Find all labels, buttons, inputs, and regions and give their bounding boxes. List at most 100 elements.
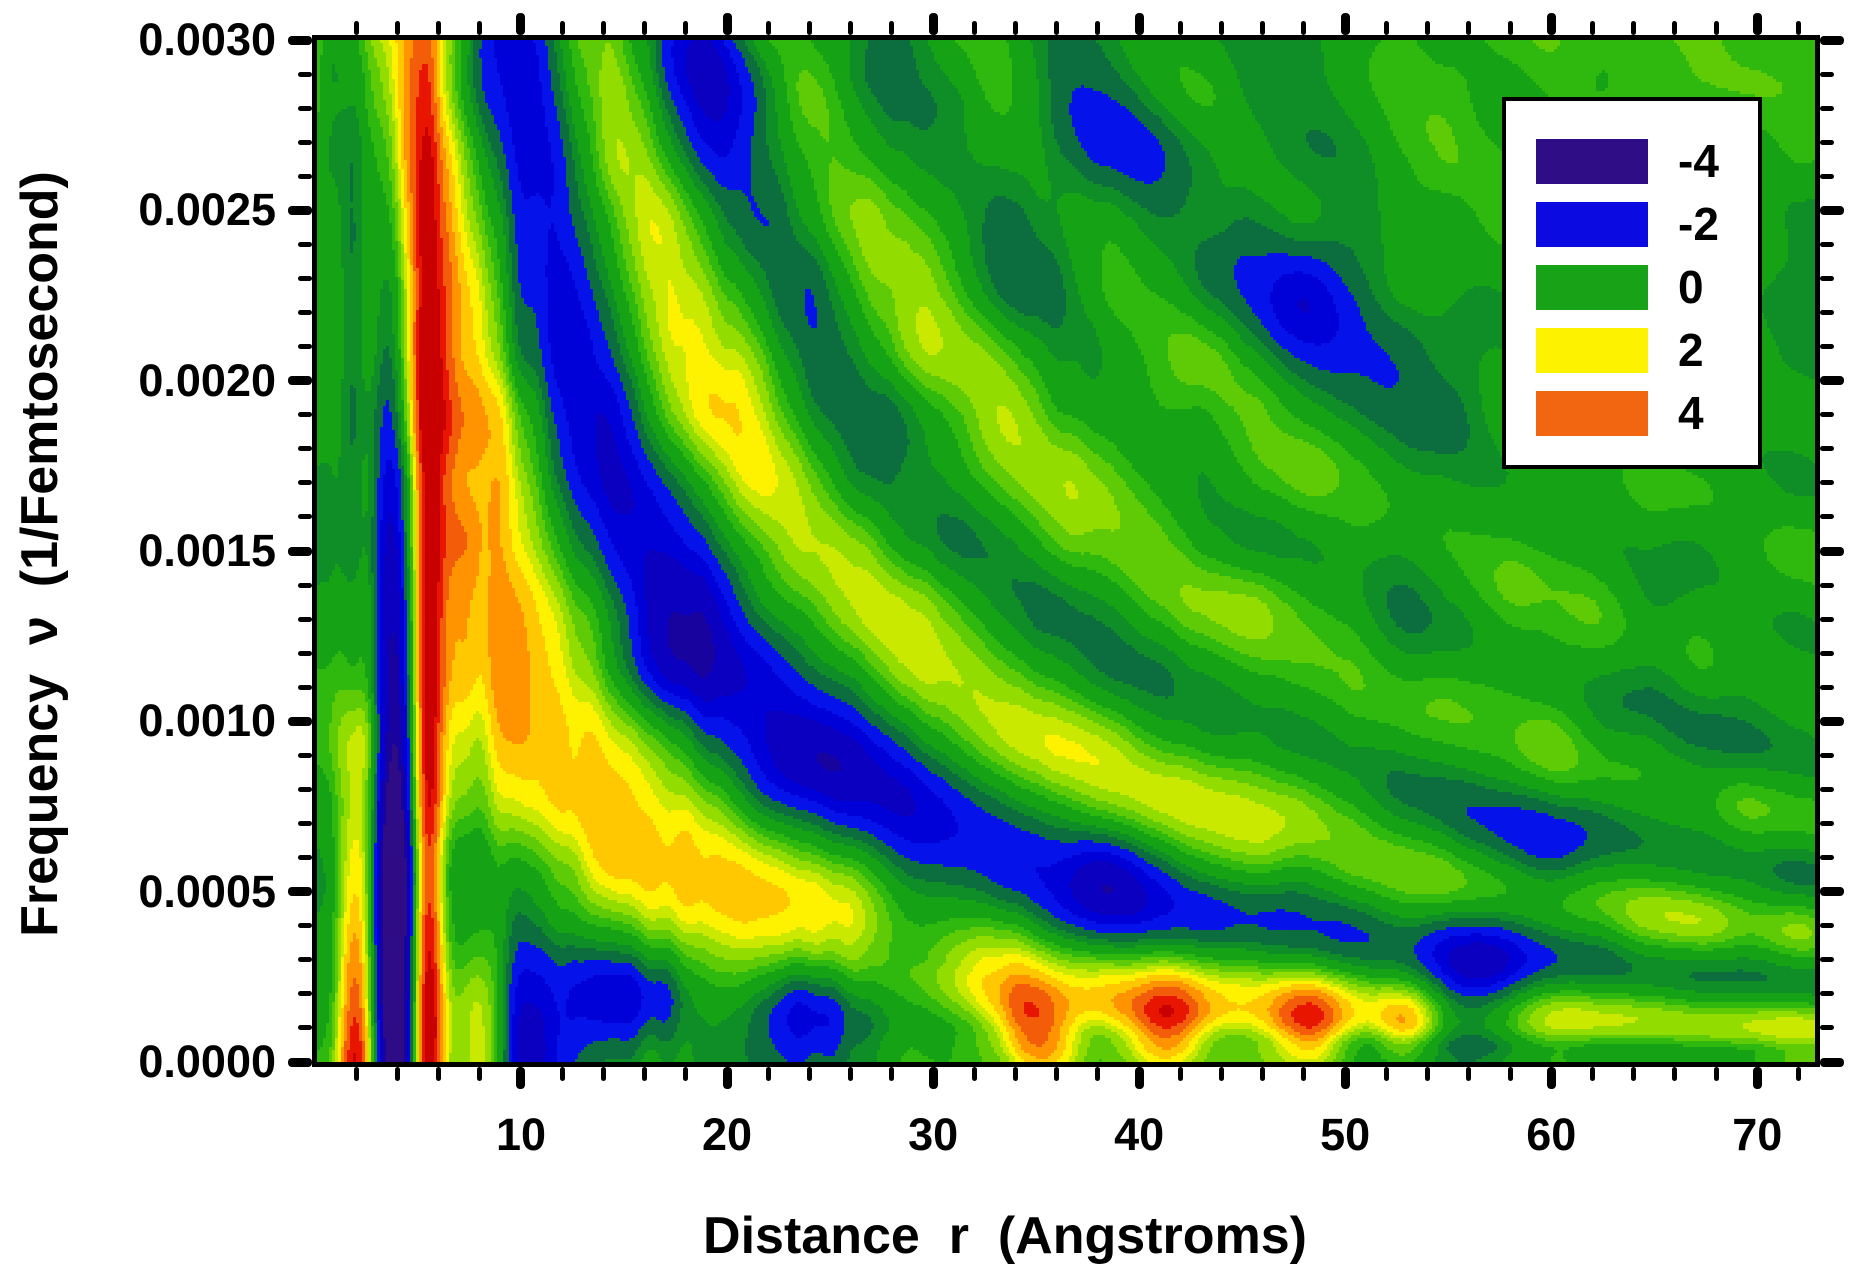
x-minor-tick bbox=[1631, 21, 1637, 35]
y-tick-label: 0.0005 bbox=[138, 865, 276, 917]
y-minor-tick bbox=[298, 275, 312, 281]
legend-label: -2 bbox=[1678, 198, 1719, 250]
y-tick-label: 0.0015 bbox=[138, 525, 276, 576]
y-minor-tick bbox=[298, 752, 312, 758]
x-major-tick bbox=[1546, 1067, 1556, 1089]
y-minor-tick bbox=[298, 786, 312, 792]
y-minor-tick bbox=[1820, 412, 1834, 418]
y-minor-tick bbox=[298, 1025, 312, 1031]
y-minor-tick bbox=[1820, 957, 1834, 963]
y-tick-label: 0.0030 bbox=[138, 14, 276, 65]
y-tick-label: 0.0025 bbox=[138, 184, 276, 236]
x-minor-tick bbox=[477, 21, 483, 35]
x-tick-label: 50 bbox=[1320, 1109, 1371, 1160]
y-major-tick bbox=[1820, 546, 1844, 556]
x-minor-tick bbox=[1095, 21, 1101, 35]
y-minor-tick bbox=[298, 957, 312, 963]
y-minor-tick bbox=[298, 616, 312, 622]
x-minor-tick bbox=[1383, 21, 1389, 35]
y-minor-tick bbox=[298, 446, 312, 452]
y-minor-tick bbox=[298, 821, 312, 827]
y-minor-tick bbox=[1820, 71, 1834, 77]
x-minor-tick bbox=[600, 1067, 606, 1081]
x-minor-tick bbox=[1796, 1067, 1802, 1081]
x-minor-tick bbox=[765, 21, 771, 35]
y-minor-tick bbox=[1820, 991, 1834, 997]
x-minor-tick bbox=[889, 1067, 895, 1081]
legend-swatch bbox=[1536, 391, 1648, 436]
y-major-tick bbox=[1820, 35, 1844, 45]
y-minor-tick bbox=[298, 514, 312, 520]
x-minor-tick bbox=[642, 1067, 648, 1081]
y-minor-tick bbox=[1820, 821, 1834, 827]
x-minor-tick bbox=[848, 1067, 854, 1081]
legend-swatch bbox=[1536, 265, 1648, 310]
x-minor-tick bbox=[1219, 21, 1225, 35]
y-minor-tick bbox=[1820, 1025, 1834, 1031]
x-minor-tick bbox=[1507, 1067, 1513, 1081]
x-minor-tick bbox=[848, 21, 854, 35]
x-minor-tick bbox=[1013, 21, 1019, 35]
legend-swatch bbox=[1536, 328, 1648, 373]
x-minor-tick bbox=[1219, 1067, 1225, 1081]
x-minor-tick bbox=[683, 21, 689, 35]
x-minor-tick bbox=[436, 21, 442, 35]
y-minor-tick bbox=[1820, 139, 1834, 145]
y-minor-tick bbox=[1820, 650, 1834, 656]
x-minor-tick bbox=[683, 1067, 689, 1081]
x-major-tick bbox=[1546, 13, 1556, 35]
legend-row: 2 bbox=[1506, 327, 1758, 373]
y-major-tick bbox=[1820, 716, 1844, 726]
y-minor-tick bbox=[1820, 684, 1834, 690]
x-tick-label: 10 bbox=[495, 1109, 547, 1160]
x-minor-tick bbox=[1507, 21, 1513, 35]
x-minor-tick bbox=[1796, 21, 1802, 35]
y-minor-tick bbox=[298, 412, 312, 418]
y-minor-tick bbox=[1820, 514, 1834, 520]
legend-label: -4 bbox=[1678, 135, 1719, 187]
legend-swatch bbox=[1536, 139, 1648, 184]
x-tick-label: 30 bbox=[908, 1109, 959, 1160]
x-tick-label: 70 bbox=[1732, 1109, 1783, 1160]
x-minor-tick bbox=[436, 1067, 442, 1081]
x-minor-tick bbox=[1425, 1067, 1431, 1081]
y-tick-label: 0.0020 bbox=[138, 354, 276, 406]
y-major-tick bbox=[288, 887, 312, 897]
x-minor-tick bbox=[1425, 21, 1431, 35]
x-axis-title: Distance r (Angstroms) bbox=[703, 1207, 1307, 1265]
x-minor-tick bbox=[559, 1067, 565, 1081]
y-major-tick bbox=[288, 546, 312, 556]
y-minor-tick bbox=[298, 71, 312, 77]
y-minor-tick bbox=[1820, 786, 1834, 792]
x-minor-tick bbox=[1631, 1067, 1637, 1081]
y-minor-tick bbox=[1820, 241, 1834, 247]
x-minor-tick bbox=[1672, 21, 1678, 35]
y-minor-tick bbox=[298, 650, 312, 656]
legend: -4 -2 0 2 4 bbox=[1502, 97, 1762, 469]
y-minor-tick bbox=[1820, 923, 1834, 929]
x-minor-tick bbox=[477, 1067, 483, 1081]
x-major-tick bbox=[1752, 1067, 1762, 1089]
x-minor-tick bbox=[1260, 21, 1266, 35]
y-major-tick bbox=[288, 376, 312, 386]
x-minor-tick bbox=[889, 21, 895, 35]
y-minor-tick bbox=[298, 241, 312, 247]
y-tick-label: 0.0000 bbox=[138, 1036, 276, 1087]
x-major-tick bbox=[1134, 1067, 1144, 1089]
y-minor-tick bbox=[1820, 582, 1834, 588]
y-minor-tick bbox=[298, 855, 312, 861]
y-minor-tick bbox=[298, 684, 312, 690]
y-tick-label: 0.0010 bbox=[138, 695, 276, 747]
x-minor-tick bbox=[1713, 1067, 1719, 1081]
y-minor-tick bbox=[298, 105, 312, 111]
legend-label: 4 bbox=[1678, 387, 1704, 439]
x-minor-tick bbox=[642, 21, 648, 35]
x-minor-tick bbox=[765, 1067, 771, 1081]
y-minor-tick bbox=[298, 344, 312, 350]
y-major-tick bbox=[288, 35, 312, 45]
x-minor-tick bbox=[1177, 1067, 1183, 1081]
x-minor-tick bbox=[1713, 21, 1719, 35]
y-minor-tick bbox=[1820, 105, 1834, 111]
y-minor-tick bbox=[298, 139, 312, 145]
